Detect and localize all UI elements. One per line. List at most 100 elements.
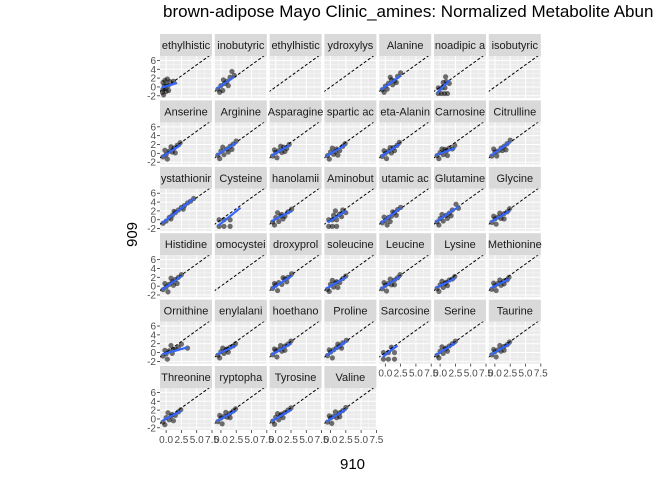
facet-strip — [434, 100, 486, 123]
facet-panel: Glycine — [487, 166, 542, 231]
x-tick-label: 2.5 — [339, 435, 353, 446]
data-point — [162, 280, 168, 287]
facet-content — [160, 56, 210, 98]
data-point — [452, 338, 459, 344]
facet-panel-bg — [324, 255, 377, 298]
x-tick-label: 5.0 — [245, 435, 259, 446]
data-point — [436, 355, 442, 361]
y-tick-label: -2 — [147, 357, 156, 368]
facet-content — [214, 388, 265, 427]
data-point — [288, 405, 294, 411]
facet-content — [269, 321, 320, 360]
x-tick-label: 0.0 — [324, 435, 338, 446]
y-tick-label: 0 — [150, 282, 156, 293]
facet-panel: Alanine — [377, 34, 432, 98]
facet-strip — [269, 34, 322, 56]
data-point — [170, 78, 177, 84]
data-point — [227, 223, 233, 229]
reference-line — [324, 56, 375, 92]
x-tick-label: 2.5 — [503, 369, 517, 380]
facet-strip-label: noadipic a — [435, 40, 486, 52]
data-point — [278, 342, 284, 349]
facet-strip-label: utamic ac — [382, 173, 430, 185]
data-point — [507, 339, 513, 345]
facet-content — [269, 255, 320, 294]
data-point — [448, 213, 454, 219]
x-tick-label: 2.5 — [229, 435, 243, 446]
facet-strip — [269, 299, 322, 322]
data-point — [168, 144, 174, 150]
facet-panel: Carnosine — [432, 100, 487, 165]
fit-line — [490, 342, 511, 356]
x-tick-label: 5.0 — [409, 369, 423, 380]
fit-line — [490, 140, 512, 157]
facet-strip-label: Carnosine — [435, 106, 485, 118]
facet-panel-bg — [379, 321, 432, 364]
data-point — [219, 421, 225, 427]
fit-line — [435, 205, 460, 223]
facet-strip — [434, 233, 486, 256]
facet-strip-label: enylalani — [219, 306, 262, 318]
reference-line — [434, 56, 484, 92]
data-point — [334, 223, 340, 229]
fit-line — [490, 278, 511, 289]
y-tick-label: 6 — [150, 255, 156, 266]
facet-strip — [324, 233, 377, 256]
data-point — [170, 418, 177, 424]
data-point — [168, 342, 174, 349]
facet-strip-label: Cysteine — [219, 173, 262, 185]
fit-line — [326, 408, 348, 423]
data-point — [439, 211, 445, 218]
data-point — [220, 144, 226, 150]
data-point — [165, 289, 171, 295]
y-tick-label: -2 — [147, 224, 156, 235]
facet-panel: noadipic a — [432, 34, 487, 98]
data-point — [271, 222, 278, 228]
facet-panel: Serine 0.0 2.5 5.0 7.5 — [432, 299, 493, 380]
facet-panel: ydroxylys — [322, 34, 377, 98]
data-point — [289, 206, 295, 212]
data-point — [381, 280, 387, 286]
facet-panel: eta-Alanin — [377, 100, 432, 165]
x-tick-label: 0.0 — [488, 369, 502, 380]
facet-content — [160, 122, 210, 162]
x-tick-label: 7.5 — [205, 435, 219, 446]
data-point — [387, 218, 393, 225]
data-point — [164, 356, 170, 362]
facet-strip — [324, 299, 377, 322]
facet-panel: Cysteine — [213, 166, 268, 231]
data-point — [391, 356, 398, 362]
data-point — [444, 152, 451, 159]
facet-strip-label: Taurine — [497, 306, 533, 318]
facet-content — [434, 56, 484, 97]
facet-content — [269, 388, 320, 427]
data-point — [383, 156, 390, 162]
data-point — [381, 148, 387, 154]
y-tick-label: 2 — [150, 206, 156, 217]
facet-panel: omocystei — [213, 233, 268, 298]
y-tick-label: 4 — [150, 264, 156, 275]
facet-strip-label: ystathionir — [161, 173, 211, 185]
fit-line — [326, 143, 347, 157]
facet-panel-bg — [434, 255, 486, 298]
facet-content — [488, 56, 539, 92]
fit-line — [161, 197, 195, 225]
facet-content — [488, 321, 539, 360]
facet-panel-bg — [214, 188, 267, 231]
x-tick-label: 5.0 — [190, 435, 204, 446]
data-point — [391, 282, 398, 288]
facet-strip-label: Alanine — [387, 40, 424, 52]
facet-panel: Citrulline — [487, 100, 542, 165]
y-tick-label: 6 — [150, 122, 156, 133]
facet-strip — [160, 34, 212, 56]
fit-line — [436, 79, 451, 94]
data-point — [436, 156, 442, 162]
data-point — [435, 85, 441, 91]
y-tick-label: 2 — [150, 406, 156, 417]
data-point — [164, 76, 170, 82]
data-point — [330, 212, 337, 218]
facet-strip-label: Lysine — [444, 239, 475, 251]
data-point — [494, 153, 500, 159]
